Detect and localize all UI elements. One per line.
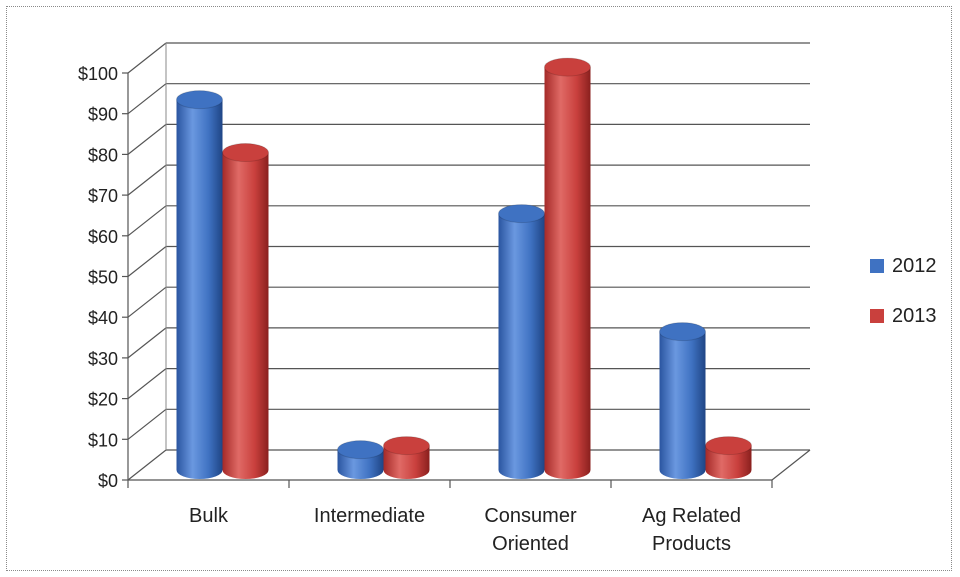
bar-2012-0 (176, 90, 223, 479)
y-tick-label: $20 (88, 390, 118, 410)
bar-2012-1 (337, 440, 384, 479)
bar-body (222, 152, 269, 480)
x-axis-category-labels: Bulk Intermediate Consumer Oriented Ag Relat… (189, 505, 741, 555)
bar-2012-2 (498, 204, 545, 479)
bar-2013-2 (544, 57, 591, 479)
y-tick-label: $80 (88, 145, 118, 165)
bar-body (383, 445, 430, 479)
y-tick-label: $40 (88, 308, 118, 328)
legend-label-2013: 2013 (892, 305, 937, 327)
gridline-diagonal (127, 83, 167, 115)
bar-body (544, 67, 591, 479)
x-category-label: Oriented (492, 533, 569, 555)
floor-right-edge (771, 449, 811, 481)
gridline-diagonal (127, 205, 167, 237)
gridline-diagonal (127, 123, 167, 155)
bar-top (176, 90, 223, 110)
bars (176, 57, 752, 480)
legend-label-2012: 2012 (892, 255, 937, 277)
y-tick-label: $70 (88, 186, 118, 206)
axes (122, 43, 811, 488)
gridline-diagonal (127, 286, 167, 318)
bar-top (705, 436, 752, 456)
gridline-diagonal (127, 42, 167, 74)
legend-swatch-2013 (870, 309, 884, 323)
legend-swatch-2012 (870, 259, 884, 273)
x-category-label: Ag Related (642, 505, 741, 527)
x-category-label: Consumer (484, 505, 577, 527)
y-tick-label: $100 (78, 64, 118, 84)
bar-body (176, 99, 223, 479)
gridline-diagonal (127, 408, 167, 440)
gridline-diagonal (127, 327, 167, 359)
bar-top (498, 204, 545, 224)
x-category-label: Intermediate (314, 505, 425, 527)
gridline-diagonal (127, 368, 167, 400)
bar-top (544, 57, 591, 77)
bar-2013-0 (222, 143, 269, 480)
bar-top (337, 440, 384, 460)
bar-2013-1 (383, 436, 430, 479)
bar-2013-3 (705, 436, 752, 479)
gridline-diagonal (127, 449, 167, 481)
y-tick-label: $30 (88, 349, 118, 369)
bar-body (705, 445, 752, 479)
x-category-label: Bulk (189, 505, 229, 527)
y-axis-tick-labels: $0 $10 $20 $30 $40 $50 $60 $70 $80 $90 $100 (78, 64, 118, 491)
y-tick-label: $50 (88, 268, 118, 288)
x-category-label: Products (652, 533, 731, 555)
bar-top (222, 143, 269, 163)
bar-body (659, 331, 706, 479)
gridline-diagonal (127, 164, 167, 196)
bar-top (383, 436, 430, 456)
legend: 2012 2013 (870, 255, 937, 327)
gridline-diagonal (127, 246, 167, 277)
y-tick-label: $60 (88, 227, 118, 247)
y-tick-label: $0 (98, 471, 118, 491)
y-tick-label: $90 (88, 105, 118, 125)
y-tick-label: $10 (88, 430, 118, 450)
bar-body (498, 213, 545, 479)
bar-2012-3 (659, 322, 706, 479)
bar-top (659, 322, 706, 342)
